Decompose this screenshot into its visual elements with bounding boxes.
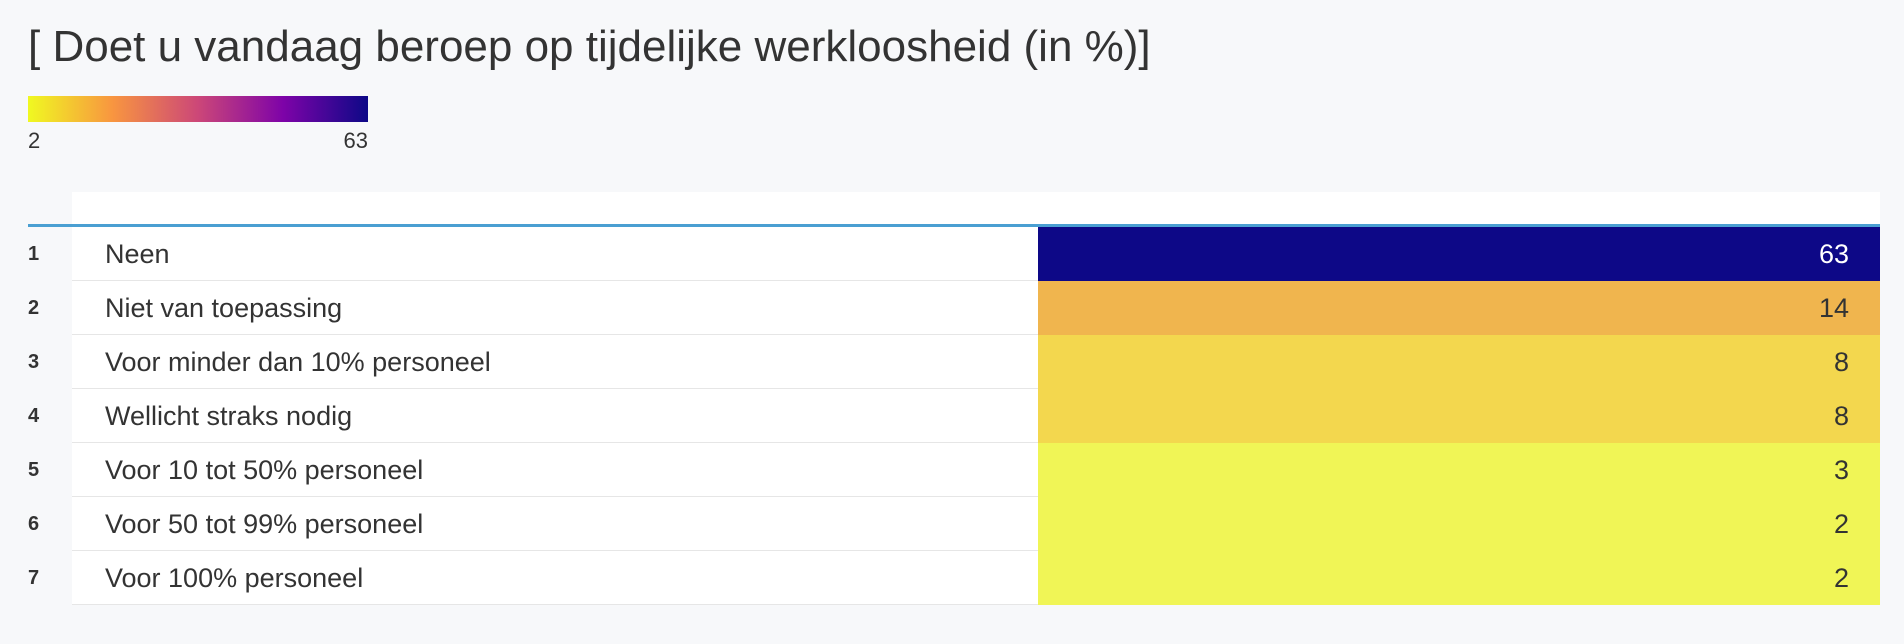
value-label: 14: [1818, 293, 1849, 323]
row-divider: [72, 388, 1880, 389]
table-row: 6 Voor 50 tot 99% personeel 2: [28, 497, 1880, 551]
table-row: 3 Voor minder dan 10% personeel 8: [28, 335, 1880, 389]
legend-max-label: 63: [343, 128, 368, 153]
row-divider: [72, 550, 1880, 551]
row-rank: 1: [28, 243, 40, 265]
row-rank: 3: [28, 351, 40, 373]
value-cell: 2: [1038, 551, 1880, 605]
row-divider: [72, 604, 1880, 605]
row-divider: [72, 442, 1880, 443]
row-label: Niet van toepassing: [105, 293, 343, 323]
row-rank: 4: [28, 405, 40, 427]
value-label: 8: [1833, 401, 1849, 431]
table-row: 5 Voor 10 tot 50% personeel 3: [28, 443, 1880, 497]
row-rank: 2: [28, 297, 40, 319]
row-label: Voor 50 tot 99% personeel: [105, 509, 424, 539]
value-cell: 8: [1038, 335, 1880, 389]
chart-title: [ Doet u vandaag beroep op tijdelijke we…: [28, 22, 1151, 71]
table-top-border: [28, 224, 1880, 227]
table-row: 1 Neen 63: [28, 227, 1880, 281]
value-cell: 14: [1038, 281, 1880, 335]
row-rank: 6: [28, 513, 40, 535]
row-rank: 7: [28, 567, 40, 589]
color-scale-gradient: [28, 96, 368, 122]
table-row: 7 Voor 100% personeel 2: [28, 551, 1880, 605]
row-label: Wellicht straks nodig: [105, 401, 353, 431]
table-row: 4 Wellicht straks nodig 8: [28, 389, 1880, 443]
legend-min-label: 2: [28, 128, 41, 153]
row-label: Neen: [105, 239, 170, 269]
table-row: 2 Niet van toepassing 14: [28, 281, 1880, 335]
value-label: 2: [1833, 509, 1849, 539]
value-cell: 3: [1038, 443, 1880, 497]
value-cell: 2: [1038, 497, 1880, 551]
row-divider: [72, 334, 1880, 335]
value-label: 2: [1833, 563, 1849, 593]
row-divider: [72, 280, 1880, 281]
value-label: 8: [1833, 347, 1849, 377]
row-label: Voor 10 tot 50% personeel: [105, 455, 424, 485]
row-rank: 5: [28, 459, 40, 481]
value-label: 63: [1818, 239, 1849, 269]
row-divider: [72, 496, 1880, 497]
value-cell: 8: [1038, 389, 1880, 443]
color-scale-legend: [28, 96, 368, 122]
row-label: Voor minder dan 10% personeel: [105, 347, 491, 377]
row-label: Voor 100% personeel: [105, 563, 364, 593]
value-label: 3: [1833, 455, 1849, 485]
value-cell: 63: [1038, 227, 1880, 281]
